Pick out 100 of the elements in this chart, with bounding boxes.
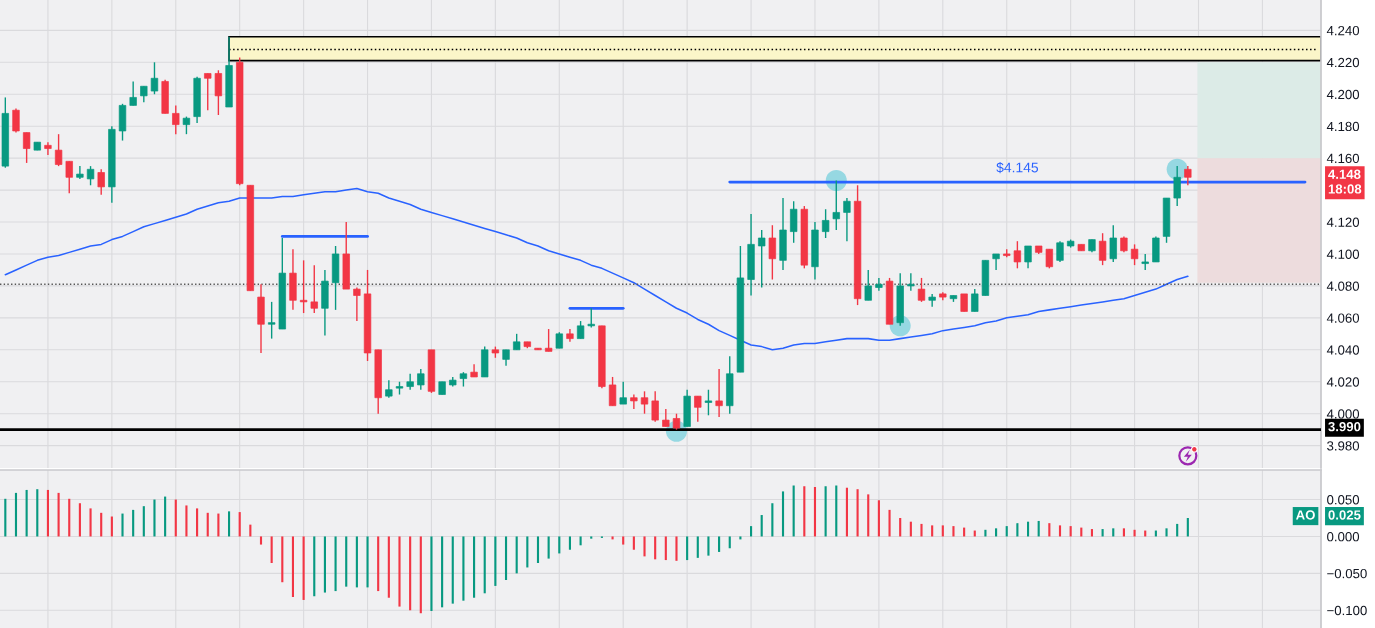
candlestick bbox=[875, 277, 883, 292]
bar bbox=[696, 536, 699, 558]
bar bbox=[803, 486, 806, 537]
bar bbox=[164, 496, 167, 537]
bar bbox=[590, 536, 593, 539]
bar bbox=[1058, 525, 1062, 537]
bar bbox=[441, 536, 444, 608]
bar bbox=[334, 536, 337, 592]
bar bbox=[57, 492, 60, 537]
bar bbox=[1005, 526, 1008, 537]
candlestick bbox=[65, 160, 73, 194]
bar bbox=[377, 536, 380, 592]
y-tick-label: 4.080 bbox=[1326, 281, 1360, 291]
candlestick bbox=[1184, 165, 1192, 186]
candlestick bbox=[1130, 243, 1139, 266]
bar bbox=[355, 536, 358, 588]
candlestick bbox=[587, 307, 595, 329]
y-tick-label: 4.000 bbox=[1326, 409, 1360, 419]
bar bbox=[1069, 526, 1072, 537]
bar bbox=[686, 536, 689, 561]
bar bbox=[813, 486, 817, 537]
y-tick-label: 4.220 bbox=[1326, 57, 1360, 68]
candlestick bbox=[694, 395, 702, 423]
candlestick bbox=[406, 373, 414, 391]
bar bbox=[36, 489, 39, 537]
candlestick bbox=[310, 264, 318, 314]
candlestick bbox=[640, 390, 649, 415]
candlestick bbox=[204, 72, 212, 111]
y-tick-label: 4.100 bbox=[1326, 249, 1360, 259]
bar bbox=[835, 485, 838, 537]
bar bbox=[622, 536, 625, 545]
series-label: $4.145 bbox=[996, 161, 1039, 174]
bar bbox=[899, 517, 902, 537]
bar bbox=[196, 508, 199, 537]
candlestick bbox=[864, 269, 872, 301]
bar bbox=[1112, 528, 1115, 537]
bar bbox=[238, 512, 241, 537]
bar bbox=[302, 536, 305, 600]
bar bbox=[494, 536, 497, 586]
candlestick bbox=[417, 368, 425, 391]
bar bbox=[792, 485, 795, 537]
candlestick bbox=[1024, 245, 1032, 270]
bar bbox=[739, 536, 742, 540]
bar bbox=[941, 525, 944, 537]
bar bbox=[920, 523, 923, 537]
bar bbox=[419, 536, 422, 614]
candlestick bbox=[971, 288, 979, 313]
bar bbox=[611, 536, 614, 540]
bar bbox=[771, 503, 774, 537]
legend-label: AO bbox=[1295, 510, 1315, 520]
bar bbox=[909, 521, 912, 537]
bar bbox=[78, 503, 81, 537]
bar bbox=[1122, 528, 1125, 537]
candlestick bbox=[1045, 248, 1053, 270]
candlestick bbox=[715, 368, 723, 418]
bar bbox=[89, 508, 92, 537]
bar bbox=[14, 492, 18, 537]
bar bbox=[1016, 523, 1019, 537]
bar bbox=[931, 525, 934, 537]
text: 4.148 18:08 bbox=[1328, 169, 1362, 194]
bar bbox=[643, 536, 646, 557]
candlestick bbox=[22, 131, 31, 164]
candlestick bbox=[1056, 240, 1064, 263]
candlestick bbox=[214, 69, 223, 116]
bar bbox=[675, 536, 678, 561]
bar bbox=[1165, 528, 1168, 537]
bar bbox=[654, 536, 657, 560]
bar bbox=[174, 499, 177, 537]
bar bbox=[462, 536, 465, 601]
bar bbox=[206, 512, 209, 537]
candlestick bbox=[172, 104, 180, 135]
bar bbox=[845, 487, 848, 537]
candlestick bbox=[704, 389, 713, 416]
bar bbox=[877, 500, 880, 537]
candlestick bbox=[832, 179, 840, 231]
y-tick-label: 0.050 bbox=[1327, 495, 1360, 505]
line-series bbox=[4, 187, 1189, 351]
bar bbox=[281, 536, 284, 583]
candlestick bbox=[1152, 235, 1160, 263]
bar bbox=[579, 536, 582, 546]
candlestick bbox=[150, 61, 159, 95]
y-tick-label: 4.020 bbox=[1326, 377, 1360, 387]
candlestick bbox=[651, 390, 659, 423]
bar bbox=[856, 489, 859, 537]
candlestick bbox=[299, 259, 308, 314]
bar bbox=[867, 494, 870, 537]
bar bbox=[366, 536, 369, 588]
y-tick-label: 4.120 bbox=[1326, 217, 1360, 227]
bar bbox=[153, 499, 156, 537]
candlestick bbox=[758, 229, 766, 289]
bar bbox=[718, 536, 721, 552]
bar bbox=[270, 536, 273, 564]
bar bbox=[323, 536, 326, 593]
candlestick bbox=[1098, 232, 1107, 266]
bar bbox=[707, 536, 710, 556]
candlestick bbox=[353, 286, 361, 322]
text: 0.025 bbox=[1328, 510, 1361, 520]
bar bbox=[313, 536, 316, 597]
candlestick bbox=[790, 200, 798, 244]
candlestick bbox=[1109, 224, 1117, 263]
